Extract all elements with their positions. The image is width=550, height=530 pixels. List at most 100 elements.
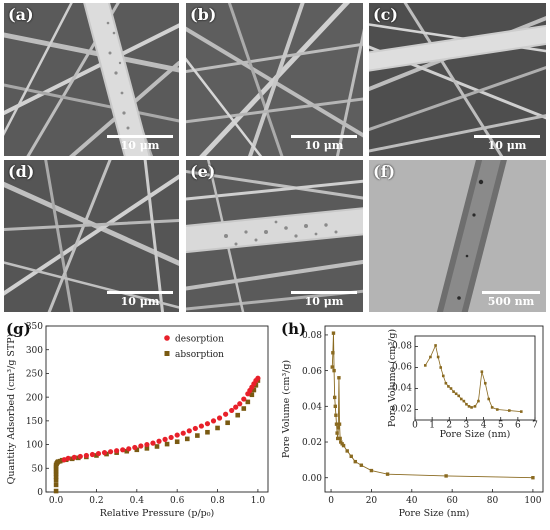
panel-label-c: (c) bbox=[373, 5, 398, 24]
absorption-point bbox=[154, 444, 160, 449]
sem-image-d: (d) 10 μm bbox=[4, 160, 179, 312]
inset-point bbox=[519, 410, 523, 413]
pore-point bbox=[336, 436, 340, 441]
pore-point bbox=[385, 472, 390, 476]
desorption-point bbox=[186, 428, 192, 434]
desorption-point bbox=[95, 450, 102, 457]
y-tick-label: 0.02 bbox=[302, 438, 322, 448]
sem-fiber-texture bbox=[186, 3, 363, 156]
x-tick-label: 5 bbox=[498, 421, 504, 431]
sem-fiber-texture bbox=[369, 3, 546, 156]
pore-point bbox=[331, 351, 335, 355]
pore-point bbox=[332, 395, 337, 400]
sem-image-e: (e) 10 μm bbox=[186, 160, 363, 312]
x-tick-label: 0.4 bbox=[130, 496, 145, 506]
x-tick-label: 100 bbox=[524, 496, 541, 506]
inset-point bbox=[467, 405, 471, 408]
pore-point bbox=[340, 442, 344, 446]
plot-frame bbox=[45, 325, 269, 493]
desorption-point bbox=[237, 401, 243, 407]
legend-absorption-label: absorption bbox=[175, 350, 224, 360]
y-axis-label: Pore Volume (cm³/g) bbox=[387, 329, 398, 427]
inset-point bbox=[490, 406, 494, 409]
pore-point bbox=[444, 474, 448, 478]
absorption-point bbox=[134, 447, 140, 453]
y-tick-label: 50 bbox=[32, 464, 44, 474]
desorption-point bbox=[229, 407, 235, 414]
absorption-point bbox=[249, 392, 255, 398]
scale-bar-label: 500 nm bbox=[487, 295, 535, 308]
panel-label-f: (f) bbox=[373, 162, 396, 181]
scale-bar-line bbox=[291, 291, 357, 294]
inset-point bbox=[444, 381, 448, 385]
pore-point bbox=[337, 422, 342, 426]
panel-label-g: (g) bbox=[6, 320, 31, 338]
desorption-point bbox=[241, 396, 247, 402]
x-tick-label: 40 bbox=[406, 496, 418, 506]
y-axis-label: Pore Volume (cm³/g) bbox=[281, 360, 292, 458]
x-tick-label: 2 bbox=[446, 421, 452, 431]
y-tick-label: 0.00 bbox=[302, 474, 322, 484]
desorption-point bbox=[132, 444, 138, 451]
pore-point bbox=[353, 459, 357, 464]
sem-image-b: (b) 10 μm bbox=[186, 3, 363, 156]
inset-point bbox=[477, 399, 480, 403]
desorption-point bbox=[77, 453, 83, 460]
absorption-point bbox=[235, 412, 241, 418]
x-tick-label: 0.6 bbox=[170, 496, 185, 506]
absorption-point bbox=[53, 469, 59, 474]
scale-bar-d: 10 μm bbox=[107, 291, 173, 308]
absorption-point bbox=[241, 406, 247, 411]
scale-bar-f: 500 nm bbox=[482, 291, 540, 308]
absorption-point bbox=[195, 433, 200, 438]
pore-point bbox=[338, 436, 342, 441]
sem-image-c: (c) 10 μm bbox=[369, 3, 546, 156]
desorption-point bbox=[83, 452, 89, 459]
x-tick-label: 7 bbox=[532, 421, 538, 431]
panel-label-d: (d) bbox=[8, 162, 35, 181]
absorption-point bbox=[53, 482, 59, 488]
desorption-point bbox=[210, 418, 217, 424]
y-axis-label: Quantity Adsorbed (cm³/g STP) bbox=[6, 334, 17, 485]
scale-bar-label: 10 μm bbox=[120, 139, 160, 152]
absorption-point bbox=[251, 387, 257, 393]
absorption-point bbox=[144, 446, 150, 451]
desorption-point bbox=[89, 451, 96, 458]
inset-point bbox=[429, 355, 432, 359]
x-tick-label: 20 bbox=[366, 496, 378, 506]
legend-desorption-label: desorption bbox=[175, 335, 224, 345]
scale-bar-a: 10 μm bbox=[107, 135, 173, 152]
desorption-point bbox=[61, 457, 67, 463]
x-tick-label: 1.0 bbox=[251, 496, 266, 506]
desorption-point bbox=[168, 434, 174, 441]
desorption-point bbox=[216, 415, 223, 421]
desorption-point bbox=[65, 455, 71, 461]
pore-point bbox=[349, 454, 353, 459]
desorption-point bbox=[162, 436, 168, 442]
pore-point bbox=[332, 368, 336, 373]
absorption-point bbox=[53, 471, 59, 477]
pore-point bbox=[334, 422, 339, 426]
sem-image-a: (a) 10 μm bbox=[4, 3, 179, 156]
inset-point bbox=[495, 408, 499, 411]
inset-point bbox=[457, 394, 461, 398]
pore-point bbox=[339, 440, 343, 444]
pore-point bbox=[359, 463, 364, 467]
absorption-point bbox=[53, 488, 59, 494]
pore-point bbox=[334, 413, 338, 417]
y-tick-label: 0.04 bbox=[392, 383, 412, 393]
desorption-point bbox=[144, 441, 150, 448]
desorption-point bbox=[107, 449, 114, 455]
desorption-point bbox=[255, 375, 261, 381]
scale-bar-line bbox=[474, 135, 540, 138]
pore-point bbox=[336, 426, 341, 430]
x-tick-label: 1 bbox=[429, 421, 435, 431]
pore-point bbox=[333, 404, 337, 409]
inset-point bbox=[436, 355, 440, 359]
y-tick-label: 0.08 bbox=[392, 341, 412, 351]
pore-distribution-chart: 0 20 40 60 80 100 0.00 0.02 0.04 0.06 0.08 Pore Siz… bbox=[275, 318, 550, 530]
sem-fiber-texture bbox=[186, 160, 363, 312]
plot-frame bbox=[414, 335, 536, 421]
sem-fiber-texture bbox=[4, 160, 179, 312]
x-tick-label: 0.2 bbox=[89, 496, 103, 506]
